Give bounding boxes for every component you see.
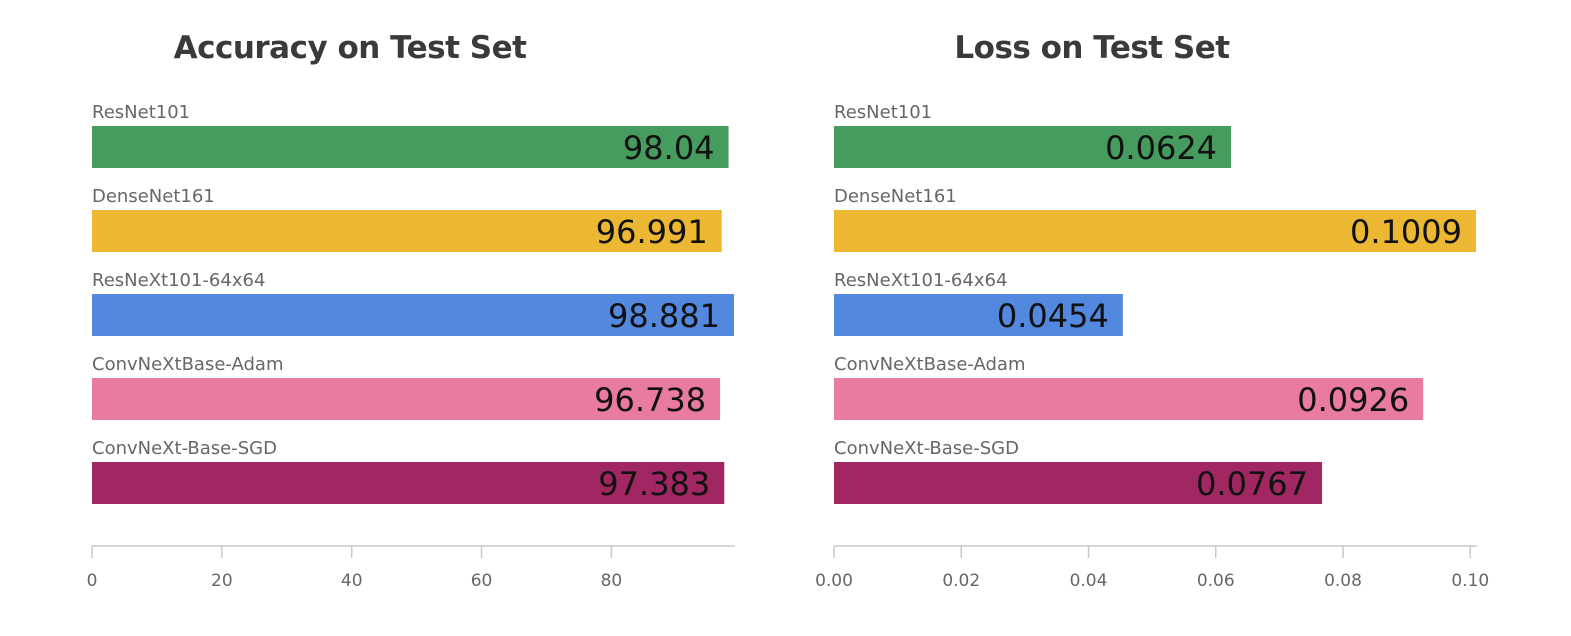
accuracy-chart-panel: Accuracy on Test Set ResNet101 98.04 Dense…: [0, 0, 735, 636]
value-label: 96.991: [596, 213, 708, 251]
category-label: ResNeXt101-64x64: [834, 270, 1007, 291]
category-label: ResNet101: [92, 102, 190, 123]
bar: [834, 210, 1476, 252]
bar: [834, 462, 1323, 504]
chart-title: Loss on Test Set: [954, 30, 1230, 66]
x-tick-label: 80: [601, 571, 623, 591]
bar: [92, 378, 721, 420]
x-tick-label: 0.04: [1070, 571, 1108, 591]
accuracy-bar-chart: ResNet101 98.04 DenseNet161 96.991 ResNeXt10…: [87, 102, 735, 591]
bar: [92, 294, 734, 336]
value-label: 96.738: [594, 381, 706, 419]
x-tick-label: 0.00: [815, 571, 853, 591]
x-tick-label: 0.08: [1324, 571, 1362, 591]
value-label: 0.0454: [997, 297, 1109, 335]
category-label: DenseNet161: [834, 186, 957, 207]
bar: [834, 294, 1123, 336]
category-label: ResNeXt101-64x64: [92, 270, 265, 291]
value-label: 0.0767: [1196, 465, 1308, 503]
x-tick-label: 0.06: [1197, 571, 1235, 591]
value-label: 0.0926: [1297, 381, 1409, 419]
value-label: 97.383: [598, 465, 710, 503]
x-tick-label: 0.10: [1451, 571, 1489, 591]
x-tick-label: 20: [211, 571, 233, 591]
value-label: 98.04: [623, 129, 715, 167]
value-label: 0.0624: [1105, 129, 1217, 167]
x-tick-label: 0: [87, 571, 98, 591]
category-label: ConvNeXt-Base-SGD: [834, 438, 1019, 459]
chart-title: Accuracy on Test Set: [173, 30, 527, 66]
category-label: DenseNet161: [92, 186, 215, 207]
bar: [834, 126, 1232, 168]
value-label: 98.881: [608, 297, 720, 335]
x-tick-label: 0.02: [942, 571, 980, 591]
loss-bar-chart: ResNet101 0.0624 DenseNet161 0.1009 ResNeXt1…: [815, 102, 1489, 591]
bar: [834, 378, 1424, 420]
x-tick-label: 60: [471, 571, 493, 591]
value-label: 0.1009: [1350, 213, 1462, 251]
loss-chart-panel: Loss on Test Set ResNet101 0.0624 DenseNet…: [742, 0, 1489, 636]
category-label: ResNet101: [834, 102, 932, 123]
bar: [92, 462, 725, 504]
category-label: ConvNeXtBase-Adam: [92, 354, 284, 375]
x-tick-label: 40: [341, 571, 363, 591]
category-label: ConvNeXtBase-Adam: [834, 354, 1026, 375]
category-label: ConvNeXt-Base-SGD: [92, 438, 277, 459]
bar: [92, 126, 729, 168]
bar: [92, 210, 722, 252]
